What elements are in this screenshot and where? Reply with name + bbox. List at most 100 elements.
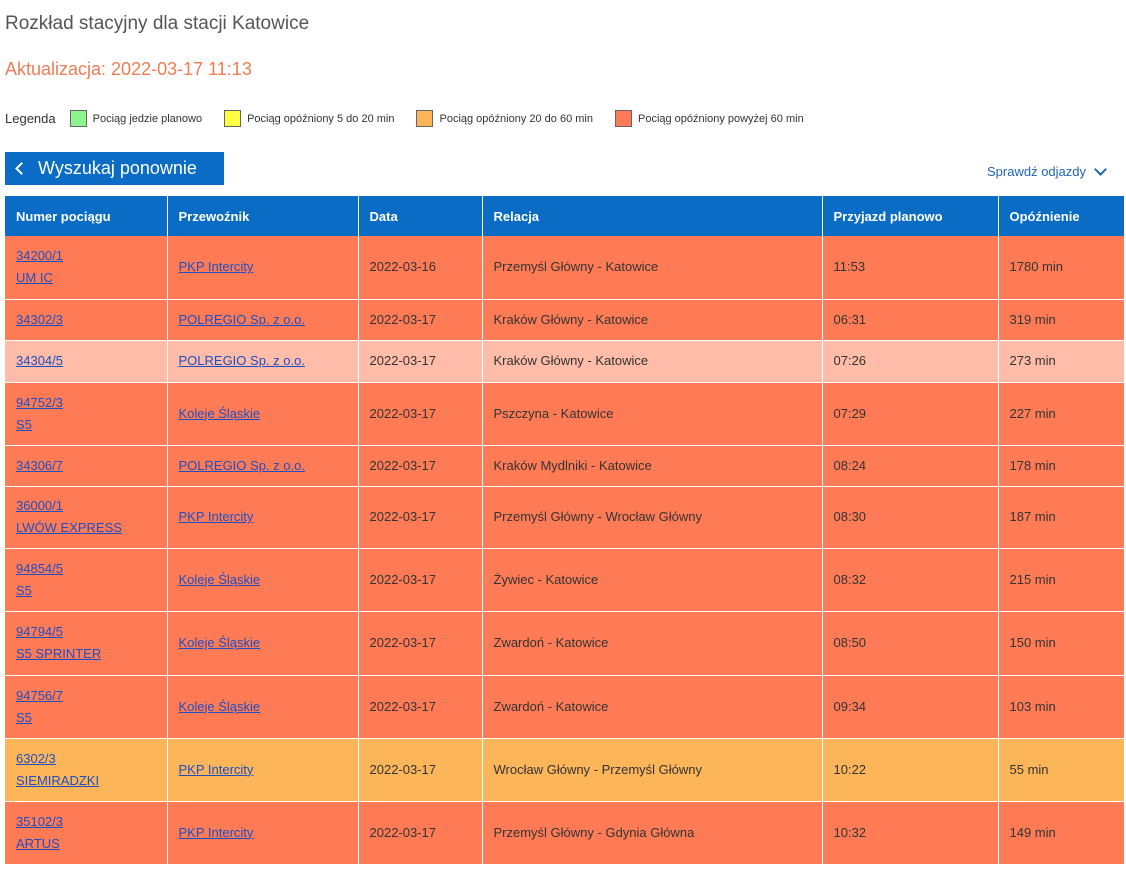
legend-item-on-time: Pociąg jedzie planowo (69, 110, 203, 127)
arrival-cell: 11:53 (822, 236, 999, 300)
carrier-link[interactable]: PKP Intercity (178, 509, 254, 524)
train-number-cell: 34200/1 UM IC (5, 236, 168, 300)
carrier-link[interactable]: POLREGIO Sp. z o.o. (178, 311, 305, 327)
table-row: 94756/7 S5 Koleje Śląskie 2022-03-17 Zwar… (5, 675, 1125, 739)
carrier-cell: Koleje Śląskie (167, 611, 359, 676)
carrier-link[interactable]: POLREGIO Sp. z o.o. (178, 353, 305, 368)
train-name-link[interactable]: S5 (16, 709, 32, 725)
train-number-link[interactable]: 94854/5 (16, 560, 63, 576)
route-cell: Zwardoń - Katowice (482, 611, 823, 676)
arrival-cell: 07:29 (822, 382, 999, 446)
carrier-cell: POLREGIO Sp. z o.o. (167, 445, 359, 487)
train-name-link[interactable]: UM IC (16, 270, 53, 286)
legend-swatch-orange (416, 110, 434, 127)
arrival-cell: 09:34 (822, 675, 999, 739)
legend-item-delay-60-plus: Pociąg opóźniony powyżej 60 min (614, 110, 804, 127)
carrier-cell: PKP Intercity (167, 801, 359, 865)
train-number-link[interactable]: 34200/1 (16, 248, 63, 264)
arrival-cell: 10:22 (822, 738, 999, 802)
train-name-link[interactable]: SIEMIRADZKI (16, 772, 100, 788)
route-cell: Pszczyna - Katowice (482, 382, 823, 446)
legend-label: Pociąg opóźniony powyżej 60 min (637, 112, 804, 125)
train-number-link[interactable]: 94794/5 (16, 624, 63, 639)
carrier-link[interactable]: Koleje Śląskie (178, 698, 261, 714)
header-carrier[interactable]: Przewoźnik (167, 196, 359, 236)
train-number-link[interactable]: 94752/3 (16, 394, 63, 410)
route-cell: Kraków Mydlniki - Katowice (482, 445, 823, 487)
train-number-link[interactable]: 6302/3 (16, 750, 56, 766)
header-delay[interactable]: Opóźnienie (998, 196, 1125, 236)
delay-cell: 1780 min (998, 236, 1125, 300)
delay-cell: 187 min (998, 486, 1125, 549)
train-number-link[interactable]: 34304/5 (16, 353, 63, 368)
carrier-link[interactable]: Koleje Śląskie (178, 405, 261, 421)
date-cell: 2022-03-17 (358, 801, 483, 865)
chevron-down-icon (1094, 162, 1107, 176)
train-number-link[interactable]: 34302/3 (16, 311, 63, 327)
legend-label: Pociąg opóźniony 20 do 60 min (439, 112, 593, 125)
carrier-link[interactable]: Koleje Śląskie (178, 571, 261, 587)
delay-cell: 215 min (998, 548, 1125, 612)
date-cell: 2022-03-17 (358, 675, 483, 739)
train-number-cell: 35102/3 ARTUS (5, 801, 168, 865)
train-name-link[interactable]: LWÓW EXPRESS (16, 520, 122, 535)
table-row: 94854/5 S5 Koleje Śląskie 2022-03-17 Żywi… (5, 548, 1125, 612)
header-train-number[interactable]: Numer pociągu (5, 196, 168, 236)
header-scheduled-arrival[interactable]: Przyjazd planowo (822, 196, 999, 236)
legend-label: Pociąg jedzie planowo (92, 112, 203, 125)
legend-swatch-green (69, 110, 87, 127)
search-again-button[interactable]: Wyszukaj ponownie (5, 152, 224, 185)
train-number-cell: 94756/7 S5 (5, 675, 168, 739)
delay-cell: 227 min (998, 382, 1125, 446)
train-name-link[interactable]: ARTUS (16, 835, 60, 851)
route-cell: Kraków Główny - Katowice (482, 340, 823, 383)
date-cell: 2022-03-17 (358, 445, 483, 487)
route-cell: Kraków Główny - Katowice (482, 299, 823, 341)
carrier-link[interactable]: POLREGIO Sp. z o.o. (178, 457, 305, 473)
header-route[interactable]: Relacja (482, 196, 823, 236)
delay-cell: 150 min (998, 611, 1125, 676)
arrival-cell: 08:30 (822, 486, 999, 549)
delay-cell: 178 min (998, 445, 1125, 487)
carrier-link[interactable]: PKP Intercity (178, 259, 254, 275)
carrier-link[interactable]: PKP Intercity (178, 761, 254, 777)
carrier-cell: PKP Intercity (167, 236, 359, 300)
legend-swatch-red (614, 110, 632, 127)
arrival-cell: 07:26 (822, 340, 999, 383)
table-header-row: Numer pociągu Przewoźnik Data Relacja Pr… (5, 196, 1125, 236)
train-number-cell: 34304/5 (5, 340, 168, 383)
header-date[interactable]: Data (358, 196, 483, 236)
table-row: 94794/5 S5 SPRINTER Koleje Śląskie 2022-0… (5, 611, 1125, 676)
train-number-link[interactable]: 35102/3 (16, 813, 63, 829)
delay-cell: 319 min (998, 299, 1125, 341)
train-number-link[interactable]: 34306/7 (16, 457, 63, 473)
carrier-cell: Koleje Śląskie (167, 382, 359, 446)
table-row: 34302/3 POLREGIO Sp. z o.o. 2022-03-17 K… (5, 299, 1125, 341)
train-number-cell: 94752/3 S5 (5, 382, 168, 446)
arrival-cell: 08:32 (822, 548, 999, 612)
delay-cell: 55 min (998, 738, 1125, 802)
arrivals-table: Numer pociągu Przewoźnik Data Relacja Pr… (5, 196, 1125, 865)
arrival-cell: 10:32 (822, 801, 999, 865)
carrier-cell: POLREGIO Sp. z o.o. (167, 340, 359, 383)
arrival-cell: 08:50 (822, 611, 999, 676)
table-row: 34306/7 POLREGIO Sp. z o.o. 2022-03-17 K… (5, 445, 1125, 487)
train-name-link[interactable]: S5 SPRINTER (16, 646, 102, 661)
carrier-cell: PKP Intercity (167, 738, 359, 802)
train-name-link[interactable]: S5 (16, 416, 32, 432)
legend-item-delay-20-60: Pociąg opóźniony 20 do 60 min (416, 110, 593, 127)
route-cell: Wrocław Główny - Przemyśl Główny (482, 738, 823, 802)
table-row-hovered: 34304/5 POLREGIO Sp. z o.o. 2022-03-17 K… (5, 340, 1125, 383)
carrier-link[interactable]: PKP Intercity (178, 824, 254, 840)
table-row: 6302/3 SIEMIRADZKI PKP Intercity 2022-03-… (5, 738, 1125, 802)
train-name-link[interactable]: S5 (16, 582, 32, 598)
train-number-link[interactable]: 94756/7 (16, 687, 63, 703)
legend-title: Legenda (5, 111, 56, 126)
check-departures-toggle[interactable]: Sprawdź odjazdy (987, 162, 1107, 179)
date-cell: 2022-03-17 (358, 611, 483, 676)
arrival-cell: 08:24 (822, 445, 999, 487)
date-cell: 2022-03-17 (358, 738, 483, 802)
route-cell: Zwardoń - Katowice (482, 675, 823, 739)
carrier-link[interactable]: Koleje Śląskie (178, 635, 261, 650)
train-number-link[interactable]: 36000/1 (16, 498, 63, 513)
